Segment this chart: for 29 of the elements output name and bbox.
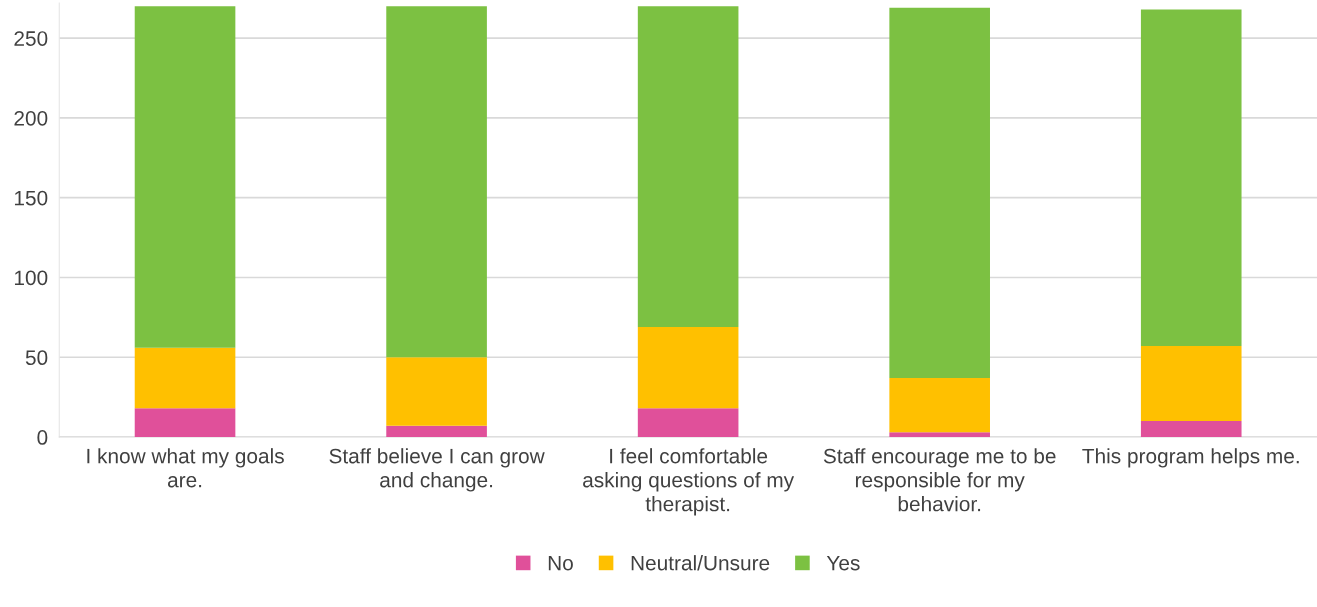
x-tick-label: Staff encourage me to be responsible for my behavior. xyxy=(823,448,1056,512)
bar xyxy=(889,432,990,438)
y-tick-label: 150 xyxy=(14,190,48,206)
bar xyxy=(386,357,487,426)
y-tick-label: 100 xyxy=(14,270,48,286)
bar xyxy=(134,6,236,348)
bar xyxy=(386,6,487,358)
y-tick-label: 0 xyxy=(37,430,48,445)
x-tick-label: I feel comfortable asking questions of my therapist. xyxy=(583,448,795,516)
bar xyxy=(134,408,236,438)
bar xyxy=(386,425,487,438)
bar xyxy=(637,6,739,327)
bar xyxy=(134,347,236,409)
legend-label: Yes xyxy=(826,555,860,571)
x-tick-label: I know what my goals are. xyxy=(87,448,284,488)
x-tick-label: Staff believe I can grow and change. xyxy=(329,448,545,492)
bar xyxy=(637,408,739,438)
x-tick-label: This program helps me. xyxy=(1082,448,1299,468)
bar xyxy=(637,326,739,409)
y-tick-label: 250 xyxy=(14,31,48,46)
legend-label: Neutral/Unsure xyxy=(631,555,770,571)
y-tick-label: 50 xyxy=(25,350,48,366)
bar xyxy=(889,378,990,433)
bar xyxy=(1140,421,1242,438)
bar xyxy=(1140,346,1242,422)
bar xyxy=(1140,9,1242,347)
y-tick-label: 200 xyxy=(14,110,48,126)
legend-label: No xyxy=(548,555,573,571)
bar xyxy=(889,7,990,378)
